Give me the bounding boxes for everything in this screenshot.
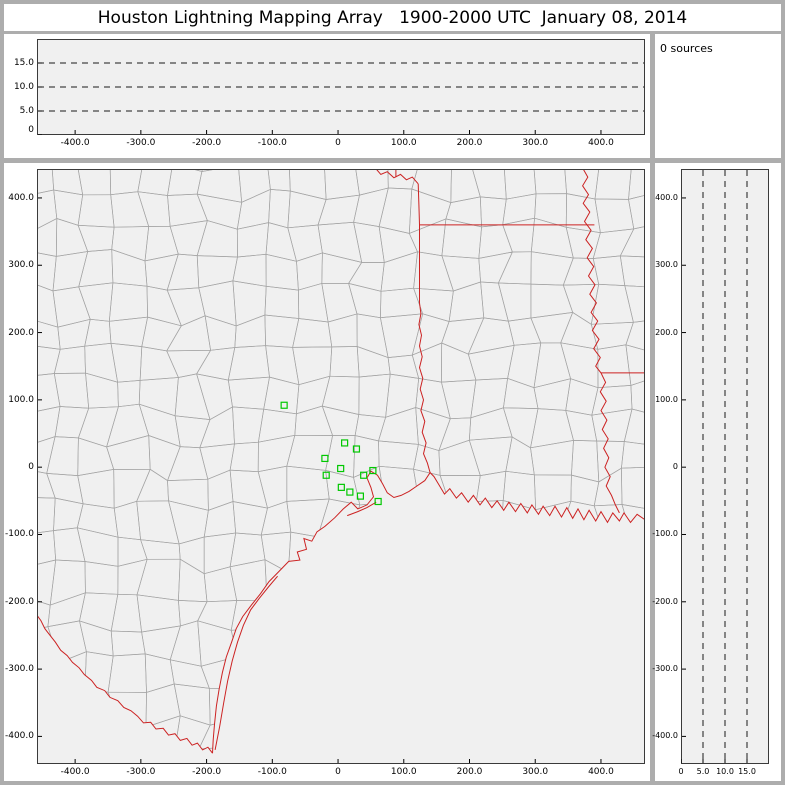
map-ew-tick-label: 400.0 (588, 767, 614, 777)
altitude-axis-tick-label: 15.0 (738, 767, 756, 776)
state-borders-layer (37, 169, 645, 754)
map-ns-tick-label: 400.0 (8, 192, 34, 203)
ns-axis-tick-label: -100.0 (652, 529, 678, 539)
map-ns-tick-label: -200.0 (4, 596, 34, 607)
map-ns-tick-label: 0 (28, 462, 34, 473)
map-background (37, 169, 645, 764)
axis-ticks (38, 197, 602, 763)
altitude-ew-plot[interactable] (37, 39, 645, 135)
altitude-axis-tick-label: 0 (678, 767, 684, 776)
map-ns-tick-label: 300.0 (8, 260, 34, 271)
plot-frame (681, 169, 769, 764)
ew-axis-tick-label: 0 (335, 138, 341, 148)
ns-axis-tick-label: 0 (672, 462, 678, 472)
axis-ticks (38, 62, 602, 135)
map-ns-tick-label: -100.0 (4, 529, 34, 540)
page-title: Houston Lightning Mapping Array 1900-200… (97, 7, 688, 28)
lma-station-marker (356, 492, 364, 500)
altitude-axis-tick-label: 5.0 (19, 106, 34, 116)
map-ns-tick-label: -400.0 (4, 731, 34, 742)
lma-station-marker (337, 464, 345, 473)
lma-station-marker (352, 445, 361, 453)
ns-axis-tick-label: -200.0 (652, 596, 678, 606)
lma-station-marker (341, 439, 349, 447)
sources-count-panel: 0 sources (655, 34, 781, 158)
plot-frame (37, 169, 645, 764)
altitude-axis-tick-label: 5.0 (696, 767, 710, 776)
map-ew-tick-label: -400.0 (60, 767, 90, 777)
ew-axis-tick-label: -400.0 (60, 138, 90, 148)
map-ns-tick-label: 100.0 (8, 394, 34, 405)
ew-axis-tick-label: -200.0 (192, 138, 222, 148)
ns-axis-tick-label: 200.0 (655, 327, 678, 337)
map-ns-tick-label: -300.0 (4, 664, 34, 675)
altitude-axis-tick-label: 0 (28, 125, 34, 135)
ew-axis-tick-label: -300.0 (126, 138, 156, 148)
map-ns-tick-label: 200.0 (8, 327, 34, 338)
altitude-axis-tick-label: 10.0 (716, 767, 734, 776)
lma-station-marker (337, 483, 345, 491)
map-ew-tick-label: 300.0 (522, 767, 549, 777)
ew-axis-tick-label: -100.0 (257, 138, 287, 148)
map-ew-tick-label: -200.0 (192, 767, 222, 777)
altitude-axis-tick-label: 15.0 (13, 58, 34, 68)
map-plot[interactable] (37, 169, 645, 764)
lma-station-marker (280, 401, 288, 409)
map-ew-tick-label: 200.0 (456, 767, 483, 777)
map-panel: -400.0 -300.0 -200.0 -100.0 0 100.0 200.0 300.0… (4, 163, 650, 781)
ew-axis-tick-label: 200.0 (456, 138, 483, 148)
ns-axis-tick-label: 300.0 (655, 260, 678, 270)
ew-axis-tick-label: 100.0 (390, 138, 417, 148)
map-ew-tick-label: 100.0 (390, 767, 417, 777)
lma-station-marker (321, 454, 329, 463)
map-ew-tick-label: -100.0 (257, 767, 287, 777)
ew-axis-tick-label: 400.0 (588, 138, 614, 148)
lma-station-marker (346, 488, 354, 496)
title-bar: Houston Lightning Mapping Array 1900-200… (4, 4, 781, 31)
altitude-ns-plot[interactable] (681, 169, 769, 764)
ns-axis-tick-label: 100.0 (655, 394, 678, 404)
altitude-dashed-gridlines (38, 62, 644, 112)
ns-axis-tick-label: -300.0 (652, 664, 678, 674)
altitude-axis-tick-label: 10.0 (13, 82, 34, 92)
lma-station-marker (322, 471, 330, 479)
ns-axis-tick-label: 400.0 (655, 192, 678, 202)
map-ew-tick-label: -300.0 (126, 767, 156, 777)
lma-stations-layer (280, 401, 382, 506)
ns-axis-tick-label: -400.0 (652, 731, 678, 741)
lma-station-marker (360, 471, 368, 479)
axis-ticks (681, 197, 748, 763)
lma-station-marker (369, 466, 377, 475)
lma-station-marker (374, 497, 382, 506)
map-ew-tick-label: 0 (335, 767, 341, 777)
ew-axis-tick-label: 300.0 (522, 138, 549, 148)
sources-count-label: 0 sources (660, 42, 713, 55)
altitude-ew-panel: -400.0 -300.0 -200.0 -100.0 0 100.0 200.0 300.0… (4, 34, 650, 158)
altitude-ns-panel: 0 5.0 10.0 15.0 400.0 300.0 200.0 100.0 0 -100.0 -… (652, 163, 781, 781)
